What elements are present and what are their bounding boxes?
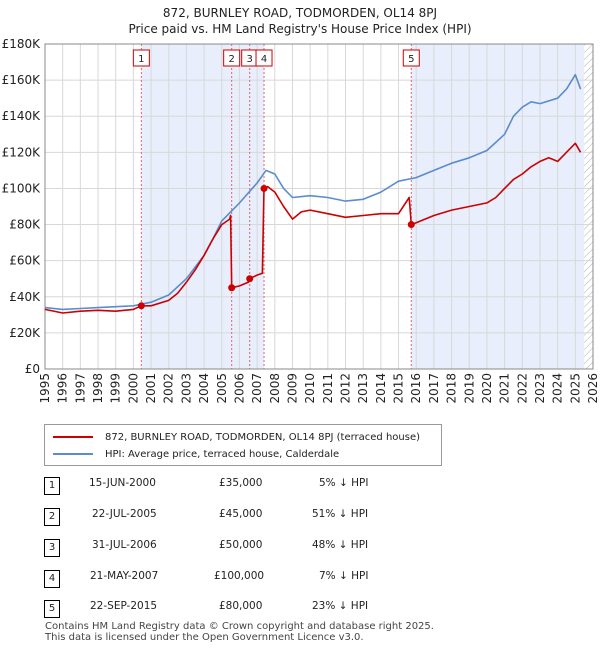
x-tick-label: 1996	[56, 373, 70, 404]
x-tick-label: 2005	[215, 373, 229, 404]
shaded-period	[411, 44, 585, 369]
x-tick-label: 1998	[91, 373, 105, 404]
legend-swatch-price	[53, 436, 93, 438]
x-tick-label: 2023	[533, 373, 547, 404]
sale-label-text: 5	[408, 54, 414, 65]
sale-number-badge: 5	[44, 600, 60, 618]
y-tick-label: £180K	[2, 37, 42, 51]
x-tick-label: 2019	[462, 373, 476, 404]
chart-title-line2: Price paid vs. HM Land Registry's House …	[128, 22, 472, 36]
sale-number-badge: 3	[44, 539, 60, 557]
x-tick-label: 2024	[551, 373, 565, 404]
y-tick-label: £80K	[9, 218, 41, 232]
sale-date: 15-JUN-2000	[89, 477, 156, 489]
x-tick-label: 2004	[197, 373, 211, 404]
x-tick-label: 2018	[445, 373, 459, 404]
sale-number-badge: 4	[44, 570, 60, 588]
plot-border	[44, 43, 594, 370]
sale-number-badge: 1	[44, 477, 60, 495]
sale-hpi-diff: 7% ↓ HPI	[319, 570, 369, 582]
forecast-hatch	[584, 44, 593, 369]
sale-price: £45,000	[219, 508, 263, 520]
legend-label-hpi: HPI: Average price, terraced house, Cald…	[105, 448, 340, 460]
x-tick-label: 2001	[144, 373, 158, 404]
x-tick-label: 2013	[356, 373, 370, 404]
x-tick-label: 1997	[73, 373, 87, 404]
sale-price: £100,000	[214, 570, 265, 582]
sale-price: £80,000	[219, 600, 263, 612]
x-tick-label: 2012	[339, 373, 353, 404]
sale-number-badge: 2	[44, 508, 60, 526]
x-tick-label: 2017	[427, 373, 441, 404]
y-tick-label: £120K	[2, 145, 42, 159]
shaded-period	[141, 44, 265, 369]
sale-label-text: 1	[138, 54, 144, 65]
sale-price: £35,000	[219, 477, 263, 489]
sale-label-box	[402, 49, 420, 67]
sale-date: 31-JUL-2006	[92, 539, 157, 551]
sale-hpi-diff: 5% ↓ HPI	[319, 477, 369, 489]
y-tick-label: £60K	[9, 254, 41, 268]
price-paid-line	[44, 142, 582, 314]
sale-hpi-diff: 51% ↓ HPI	[312, 508, 369, 520]
x-tick-label: 2020	[480, 373, 494, 404]
x-tick-label: 2009	[285, 373, 299, 404]
footer-licence: This data is licensed under the Open Gov…	[45, 632, 364, 643]
sale-point	[137, 302, 145, 310]
chart-title-line1: 872, BURNLEY ROAD, TODMORDEN, OL14 8PJ	[162, 6, 438, 20]
sale-label-text: 2	[228, 54, 234, 65]
x-tick-label: 2025	[568, 373, 582, 404]
sale-date: 22-SEP-2015	[90, 600, 158, 612]
sale-point	[407, 221, 415, 229]
x-tick-label: 2015	[392, 373, 406, 404]
y-tick-label: £0	[25, 362, 40, 376]
sale-hpi-diff: 48% ↓ HPI	[312, 539, 369, 551]
x-tick-label: 2008	[268, 373, 282, 404]
legend-label-price: 872, BURNLEY ROAD, TODMORDEN, OL14 8PJ (…	[105, 431, 421, 443]
x-tick-label: 2022	[515, 373, 529, 404]
x-tick-label: 1999	[109, 373, 123, 404]
footer-copyright: Contains HM Land Registry data © Crown c…	[45, 621, 434, 632]
sale-date: 21-MAY-2007	[90, 570, 159, 582]
sale-point	[260, 184, 268, 192]
x-tick-label: 1995	[38, 373, 52, 404]
legend: 872, BURNLEY ROAD, TODMORDEN, OL14 8PJ (…	[44, 424, 442, 466]
y-tick-label: £140K	[2, 109, 42, 123]
y-tick-label: £20K	[9, 326, 41, 340]
sale-hpi-diff: 23% ↓ HPI	[312, 600, 369, 612]
x-tick-label: 2010	[303, 373, 317, 404]
x-tick-label: 2007	[250, 373, 264, 404]
sale-label-box	[223, 49, 241, 67]
y-tick-label: £160K	[2, 73, 42, 87]
x-tick-label: 2003	[179, 373, 193, 404]
legend-item-hpi: HPI: Average price, terraced house, Cald…	[53, 446, 339, 462]
x-tick-label: 2021	[498, 373, 512, 404]
sale-price: £50,000	[219, 539, 263, 551]
legend-item-price: 872, BURNLEY ROAD, TODMORDEN, OL14 8PJ (…	[53, 429, 420, 445]
sale-label-text: 4	[261, 54, 267, 65]
hpi-line	[44, 73, 582, 311]
x-tick-label: 2000	[126, 373, 140, 404]
sale-point	[246, 275, 254, 283]
x-tick-label: 2011	[321, 373, 335, 404]
y-tick-label: £100K	[2, 181, 42, 195]
sale-label-box	[132, 49, 150, 67]
y-tick-label: £40K	[9, 290, 41, 304]
sale-label-box	[255, 49, 273, 67]
sale-label-text: 3	[247, 54, 253, 65]
x-tick-label: 2002	[162, 373, 176, 404]
price-chart: £0 £20K £40K £60K £80K £100K £120K £140K £160K £1…	[2, 37, 600, 404]
sale-point	[228, 284, 236, 292]
x-tick-label: 2006	[232, 373, 246, 404]
x-tick-label: 2014	[374, 373, 388, 404]
x-tick-label: 2026	[586, 373, 600, 404]
x-tick-label: 2016	[409, 373, 423, 404]
sale-date: 22-JUL-2005	[92, 508, 157, 520]
legend-swatch-hpi	[53, 453, 93, 455]
